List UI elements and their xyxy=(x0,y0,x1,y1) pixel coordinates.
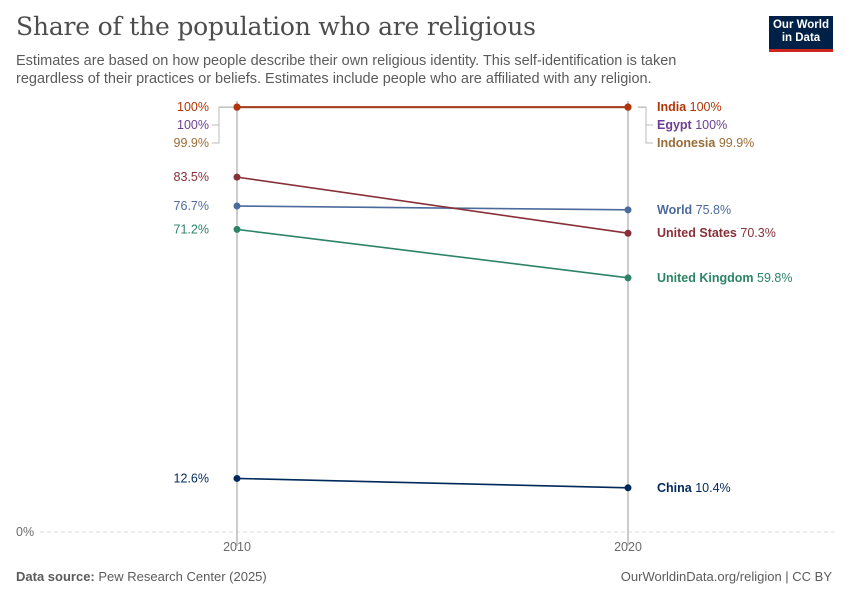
end-label-indonesia: Indonesia 99.9% xyxy=(657,136,754,150)
end-value-united-states: 70.3% xyxy=(737,226,776,240)
point-end-united-states[interactable] xyxy=(624,229,632,237)
start-label-india: 100% xyxy=(177,100,209,114)
logo-line-1: Our World xyxy=(772,19,829,31)
series-line-united-states[interactable] xyxy=(236,176,629,235)
start-label-united-kingdom: 71.2% xyxy=(174,222,209,236)
series-name-china[interactable]: China xyxy=(657,481,693,495)
point-start-china[interactable] xyxy=(233,474,241,482)
point-start-india[interactable] xyxy=(233,103,241,111)
series-name-egypt[interactable]: Egypt xyxy=(657,118,693,132)
point-start-world[interactable] xyxy=(233,202,241,210)
series-line-world[interactable] xyxy=(236,205,629,211)
start-label-united-states: 83.5% xyxy=(174,170,209,184)
point-start-united-kingdom[interactable] xyxy=(233,225,241,233)
chart-title: Share of the population who are religiou… xyxy=(16,12,536,41)
point-start-united-states[interactable] xyxy=(233,173,241,181)
start-label-egypt: 100% xyxy=(177,118,209,132)
series-line-united-kingdom[interactable] xyxy=(236,228,629,279)
connector-end-indonesia xyxy=(638,106,653,144)
end-label-china: China 10.4% xyxy=(657,481,731,495)
y-tick-label-0: 0% xyxy=(16,525,34,539)
end-value-egypt: 100% xyxy=(692,118,727,132)
end-value-united-kingdom: 59.8% xyxy=(754,271,793,285)
end-label-united-states: United States 70.3% xyxy=(657,226,776,240)
credit-link[interactable]: OurWorldinData.org/religion | CC BY xyxy=(620,569,832,584)
series-line-china[interactable] xyxy=(236,477,629,489)
end-label-united-kingdom: United Kingdom 59.8% xyxy=(657,271,792,285)
data-source-text[interactable]: Pew Research Center (2025) xyxy=(98,569,267,584)
owid-logo[interactable]: Our World in Data xyxy=(769,16,833,52)
point-end-china[interactable] xyxy=(624,484,632,492)
series-name-united-kingdom[interactable]: United Kingdom xyxy=(657,271,754,285)
x-tick-label-start: 2010 xyxy=(223,540,251,554)
connector-start-egypt xyxy=(212,106,233,126)
connector-start-indonesia xyxy=(212,106,233,144)
series-name-united-states[interactable]: United States xyxy=(657,226,737,240)
end-value-world: 75.8% xyxy=(692,203,731,217)
end-value-indonesia: 99.9% xyxy=(715,136,754,150)
end-label-world: World 75.8% xyxy=(657,203,731,217)
series-name-world[interactable]: World xyxy=(657,203,692,217)
data-source-label: Data source: xyxy=(16,569,95,584)
start-label-world: 76.7% xyxy=(174,199,209,213)
chart-subtitle: Estimates are based on how people descri… xyxy=(16,53,677,87)
data-source: Data source: Pew Research Center (2025) xyxy=(16,569,267,584)
point-end-world[interactable] xyxy=(624,206,632,214)
series-name-indonesia[interactable]: Indonesia xyxy=(657,136,716,150)
series-name-india[interactable]: India xyxy=(657,100,687,114)
end-label-egypt: Egypt 100% xyxy=(657,118,727,132)
logo-line-2: in Data xyxy=(781,32,821,44)
start-label-indonesia: 99.9% xyxy=(174,136,209,150)
point-end-india[interactable] xyxy=(624,103,632,111)
end-value-china: 10.4% xyxy=(692,481,731,495)
start-label-china: 12.6% xyxy=(174,471,209,485)
point-end-united-kingdom[interactable] xyxy=(624,274,632,282)
end-value-india: 100% xyxy=(686,100,721,114)
end-label-india: India 100% xyxy=(657,100,722,114)
x-tick-label-end: 2020 xyxy=(614,540,642,554)
